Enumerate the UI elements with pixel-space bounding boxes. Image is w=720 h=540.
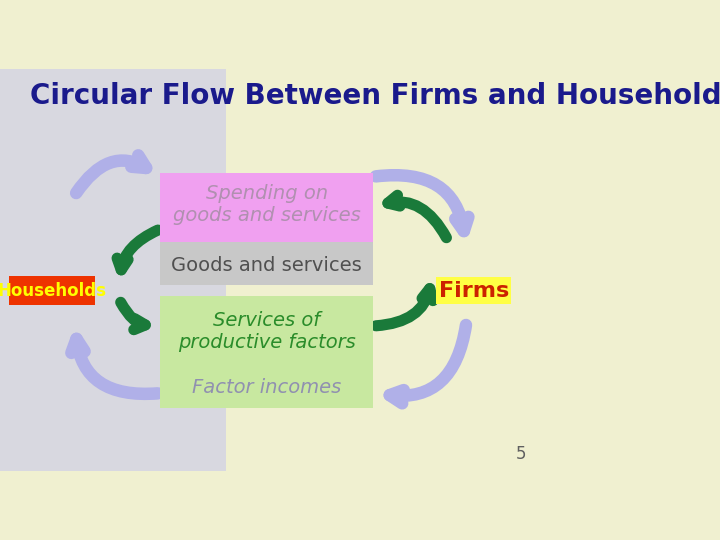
Text: Services of
productive factors: Services of productive factors <box>178 312 356 353</box>
Text: Goods and services: Goods and services <box>171 256 362 275</box>
Bar <box>0 69 225 471</box>
Text: Firms: Firms <box>438 280 509 301</box>
FancyBboxPatch shape <box>161 173 373 285</box>
FancyBboxPatch shape <box>161 296 373 408</box>
FancyBboxPatch shape <box>436 278 511 303</box>
Text: 5: 5 <box>516 444 526 463</box>
Text: Circular Flow Between Firms and Households: Circular Flow Between Firms and Househol… <box>30 82 720 110</box>
FancyBboxPatch shape <box>161 242 373 285</box>
Text: Households: Households <box>0 281 107 300</box>
FancyBboxPatch shape <box>9 276 95 305</box>
Text: Factor incomes: Factor incomes <box>192 379 341 397</box>
Text: Spending on
goods and services: Spending on goods and services <box>173 184 361 225</box>
Bar <box>225 69 537 471</box>
